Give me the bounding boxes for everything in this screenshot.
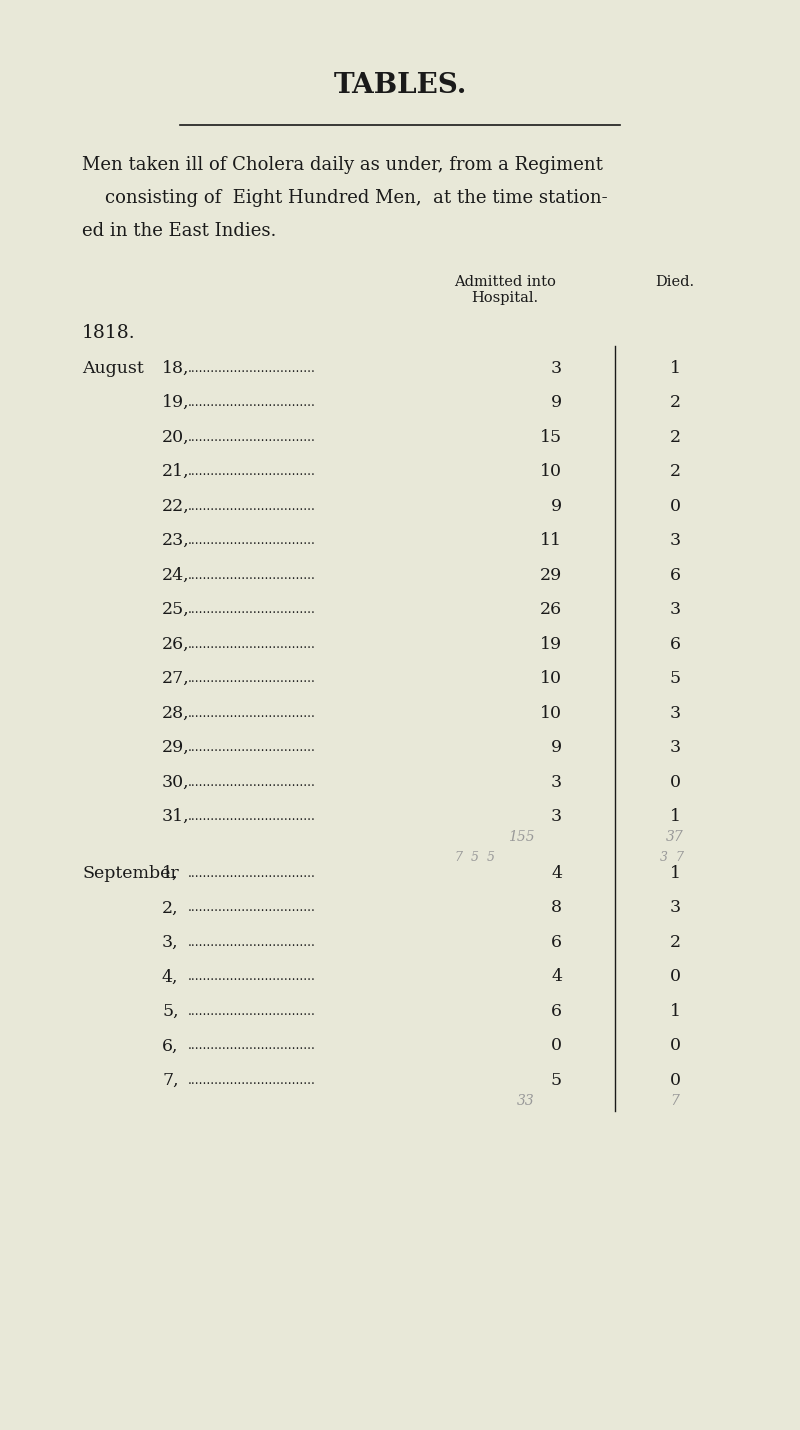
Text: 0: 0 [551, 1037, 562, 1054]
Text: 30,: 30, [162, 774, 190, 791]
Text: 3  7: 3 7 [660, 851, 684, 864]
Text: 3: 3 [551, 808, 562, 825]
Text: 0: 0 [670, 774, 681, 791]
Text: 0: 0 [670, 498, 681, 515]
Text: .................................: ................................. [188, 603, 316, 616]
Text: .................................: ................................. [188, 569, 316, 582]
Text: 3: 3 [670, 601, 681, 618]
Text: 2: 2 [670, 395, 681, 410]
Text: 4,: 4, [162, 968, 178, 985]
Text: 23,: 23, [162, 532, 190, 549]
Text: 1,: 1, [162, 865, 178, 882]
Text: 1: 1 [670, 865, 681, 882]
Text: ed in the East Indies.: ed in the East Indies. [82, 222, 276, 240]
Text: 29,: 29, [162, 739, 190, 756]
Text: 3: 3 [670, 705, 681, 722]
Text: September: September [82, 865, 178, 882]
Text: 4: 4 [551, 968, 562, 985]
Text: 11: 11 [540, 532, 562, 549]
Text: 22,: 22, [162, 498, 190, 515]
Text: .................................: ................................. [188, 901, 316, 914]
Text: 29: 29 [540, 566, 562, 583]
Text: 5: 5 [551, 1072, 562, 1088]
Text: TABLES.: TABLES. [334, 72, 466, 99]
Text: 10: 10 [540, 463, 562, 480]
Text: 5: 5 [670, 671, 681, 686]
Text: 6,: 6, [162, 1037, 178, 1054]
Text: .................................: ................................. [188, 867, 316, 879]
Text: .................................: ................................. [188, 1040, 316, 1052]
Text: 3: 3 [551, 359, 562, 376]
Text: 155: 155 [508, 831, 535, 844]
Text: Admitted into
Hospital.: Admitted into Hospital. [454, 275, 556, 305]
Text: 7  5  5: 7 5 5 [455, 851, 495, 864]
Text: .................................: ................................. [188, 971, 316, 984]
Text: 1: 1 [670, 1002, 681, 1020]
Text: .................................: ................................. [188, 706, 316, 719]
Text: 6: 6 [670, 566, 681, 583]
Text: 3: 3 [670, 739, 681, 756]
Text: 27,: 27, [162, 671, 190, 686]
Text: .................................: ................................. [188, 533, 316, 548]
Text: 0: 0 [670, 1072, 681, 1088]
Text: 19: 19 [540, 635, 562, 652]
Text: 24,: 24, [162, 566, 190, 583]
Text: 31,: 31, [162, 808, 190, 825]
Text: 8: 8 [551, 899, 562, 917]
Text: 20,: 20, [162, 429, 190, 446]
Text: .................................: ................................. [188, 809, 316, 824]
Text: 2: 2 [670, 934, 681, 951]
Text: 2: 2 [670, 463, 681, 480]
Text: 1: 1 [670, 808, 681, 825]
Text: .................................: ................................. [188, 935, 316, 950]
Text: 3,: 3, [162, 934, 178, 951]
Text: 33: 33 [518, 1094, 535, 1108]
Text: 2,: 2, [162, 899, 178, 917]
Text: 37: 37 [666, 831, 684, 844]
Text: 6: 6 [551, 934, 562, 951]
Text: .................................: ................................. [188, 396, 316, 409]
Text: 10: 10 [540, 671, 562, 686]
Text: consisting of  Eight Hundred Men,  at the time station-: consisting of Eight Hundred Men, at the … [105, 189, 608, 207]
Text: 4: 4 [551, 865, 562, 882]
Text: 0: 0 [670, 1037, 681, 1054]
Text: .................................: ................................. [188, 638, 316, 651]
Text: 26: 26 [540, 601, 562, 618]
Text: .................................: ................................. [188, 499, 316, 512]
Text: 21,: 21, [162, 463, 190, 480]
Text: 7: 7 [670, 1094, 679, 1108]
Text: 9: 9 [551, 739, 562, 756]
Text: .................................: ................................. [188, 741, 316, 754]
Text: .................................: ................................. [188, 775, 316, 788]
Text: 25,: 25, [162, 601, 190, 618]
Text: .................................: ................................. [188, 362, 316, 375]
Text: 3: 3 [670, 899, 681, 917]
Text: 6: 6 [551, 1002, 562, 1020]
Text: 1818.: 1818. [82, 325, 136, 342]
Text: 18,: 18, [162, 359, 190, 376]
Text: .................................: ................................. [188, 465, 316, 478]
Text: 9: 9 [551, 498, 562, 515]
Text: 15: 15 [540, 429, 562, 446]
Text: 19,: 19, [162, 395, 190, 410]
Text: 28,: 28, [162, 705, 190, 722]
Text: .................................: ................................. [188, 672, 316, 685]
Text: 2: 2 [670, 429, 681, 446]
Text: Died.: Died. [655, 275, 694, 289]
Text: .................................: ................................. [188, 430, 316, 443]
Text: .................................: ................................. [188, 1005, 316, 1018]
Text: 10: 10 [540, 705, 562, 722]
Text: Men taken ill of Cholera daily as under, from a Regiment: Men taken ill of Cholera daily as under,… [82, 156, 603, 174]
Text: 3: 3 [551, 774, 562, 791]
Text: 6: 6 [670, 635, 681, 652]
Text: 1: 1 [670, 359, 681, 376]
Text: 0: 0 [670, 968, 681, 985]
Text: 9: 9 [551, 395, 562, 410]
Text: 3: 3 [670, 532, 681, 549]
Text: 7,: 7, [162, 1072, 178, 1088]
Text: August: August [82, 359, 144, 376]
Text: 5,: 5, [162, 1002, 178, 1020]
Text: 26,: 26, [162, 635, 190, 652]
Text: .................................: ................................. [188, 1074, 316, 1087]
